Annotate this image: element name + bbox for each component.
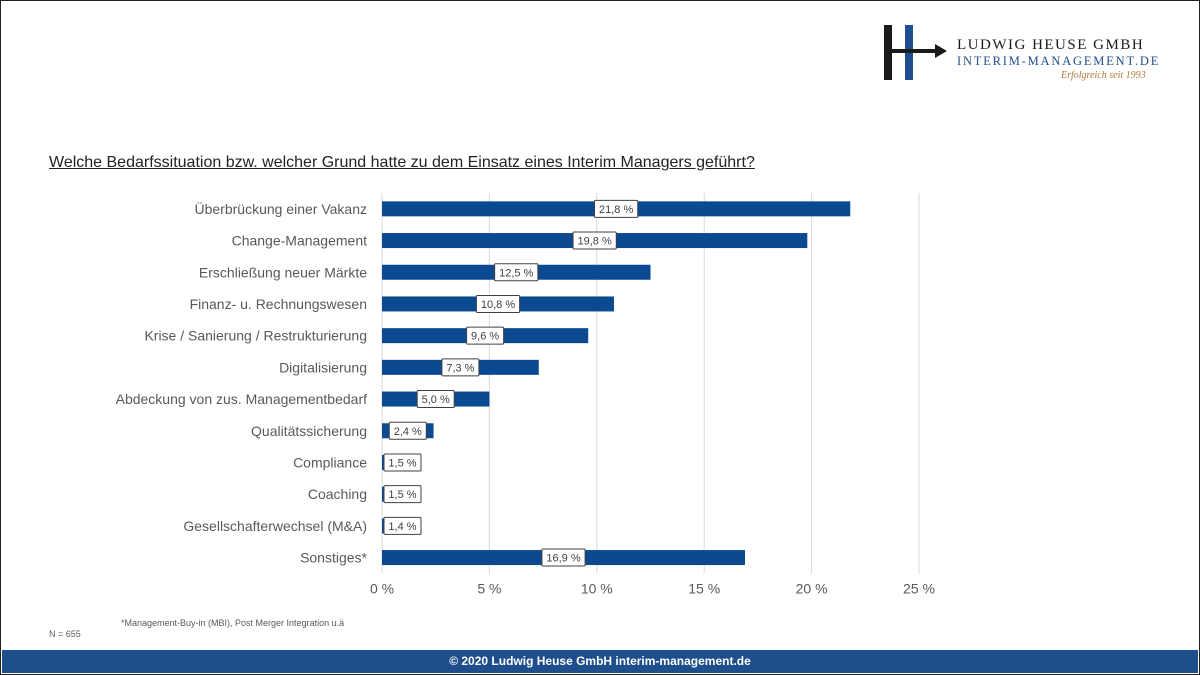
category-label: Change-Management [232,233,368,249]
value-label-bg [572,231,617,250]
value-label: 7,3 % [446,362,474,374]
value-label: 1,5 % [388,457,416,469]
value-label-bg [466,326,505,345]
value-label: 1,5 % [388,489,416,501]
value-label-bg [441,358,480,377]
value-label-bg [541,548,586,567]
category-label: Digitalisierung [279,359,367,375]
value-label: 12,5 % [499,267,533,279]
x-tick-label: 5 % [477,580,501,596]
category-label: Finanz- u. Rechnungswesen [190,296,367,312]
value-label-box: 1,4 % [383,516,422,535]
value-label-bg [383,485,422,504]
x-tick-label: 25 % [903,580,935,596]
x-tick-label: 0 % [370,580,394,596]
value-label: 5,0 % [422,394,450,406]
chart-bars [382,201,851,566]
value-label-box: 9,6 % [466,326,505,345]
category-label: Gesellschafterwechsel (M&A) [183,518,367,534]
value-label-bg [594,199,639,218]
x-tick-label: 15 % [688,580,720,596]
value-label-bg [388,421,427,440]
category-label: Überbrückung einer Vakanz [194,200,367,217]
value-label: 2,4 % [394,426,422,438]
category-label: Krise / Sanierung / Restrukturierung [144,328,367,344]
category-label: Sonstiges* [300,550,367,566]
survey-question: Welche Bedarfssituation bzw. welcher Gru… [49,154,755,171]
value-label: 9,6 % [471,331,499,343]
value-label: 1,4 % [388,521,416,533]
value-label: 19,8 % [578,236,612,248]
category-label: Coaching [308,486,367,502]
value-label-box: 16,9 % [541,548,586,567]
value-label-box: 12,5 % [494,263,539,282]
value-label-bg [494,263,539,282]
footnote: *Management-Buy-in (MBI), Post Merger In… [121,618,345,628]
chart-value-labels: 21,8 % 19,8 % 12,5 % 10,8 % 9,6 % 7,3 % 5,0 % 2… [383,199,639,567]
value-label-box: 21,8 % [594,199,639,218]
company-logo: LUDWIG HEUSE GMBH INTERIM-MANAGEMENT.DE … [881,23,1181,87]
chart-category-labels: Überbrückung einer Vakanz Change-Manageme… [116,200,368,566]
value-label-box: 2,4 % [388,421,427,440]
value-label: 10,8 % [481,299,515,311]
category-label: Qualitätssicherung [251,423,367,439]
value-label-bg [383,453,422,472]
value-label-box: 5,0 % [416,390,455,409]
value-label-box: 1,5 % [383,485,422,504]
value-label: 16,9 % [546,553,580,565]
logo-domain: INTERIM-MANAGEMENT.DE [957,54,1161,68]
value-label-bg [416,390,455,409]
category-label: Compliance [293,454,367,470]
chart-axis-ticks: 0 % 5 % 10 % 15 % 20 % 25 % [370,580,935,596]
bar-chart: Überbrückung einer Vakanz Change-Manageme… [116,193,935,596]
value-label-bg [475,294,521,313]
value-label-box: 1,5 % [383,453,422,472]
x-tick-label: 20 % [796,580,828,596]
logo-h-arrow-icon [884,25,947,80]
value-label-box: 19,8 % [572,231,617,250]
category-label: Abdeckung von zus. Managementbedarf [116,391,367,407]
x-tick-label: 10 % [581,580,613,596]
footer-bar: © 2020 Ludwig Heuse GmbH interim-managem… [2,650,1198,673]
value-label-bg [383,516,422,535]
value-label-box: 7,3 % [441,358,480,377]
value-label: 21,8 % [599,204,633,216]
logo-tagline: Erfolgreich seit 1993 [1061,70,1146,81]
category-label: Erschließung neuer Märkte [199,264,367,280]
logo-company-name: LUDWIG HEUSE GMBH [957,37,1145,53]
value-label-box: 10,8 % [475,294,521,313]
chart-gridlines [381,193,920,574]
sample-size: N = 655 [49,629,81,639]
